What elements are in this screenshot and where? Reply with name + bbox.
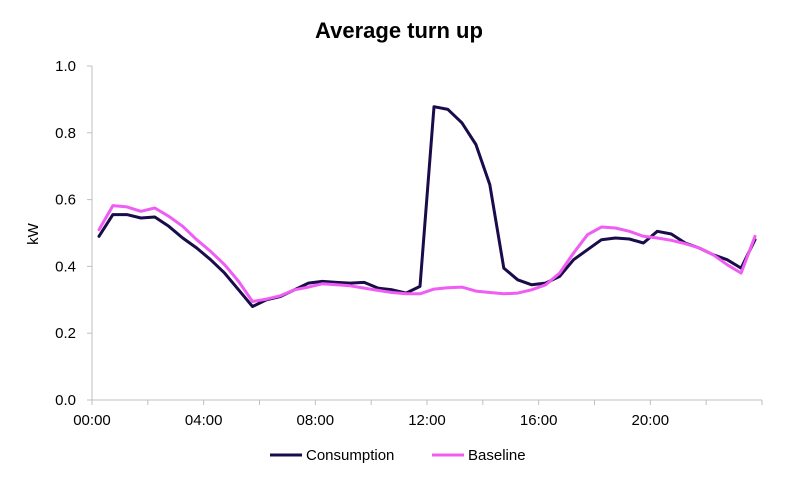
y-tick-label: 0.4 xyxy=(55,258,76,275)
x-axis: 00:00 04:00 08:00 12:00 16:00 20:00 xyxy=(73,399,763,429)
legend-label-consumption: Consumption xyxy=(306,447,394,464)
x-tick-label: 20:00 xyxy=(632,412,670,429)
y-tick-label: 0.6 xyxy=(55,192,76,209)
x-tick-label: 00:00 xyxy=(73,412,111,429)
x-tick-label: 16:00 xyxy=(520,412,558,429)
y-axis: 0.0 0.2 0.4 0.6 0.8 1.0 xyxy=(55,58,93,409)
y-axis-label: kW xyxy=(25,222,42,245)
series-line-consumption xyxy=(97,105,757,308)
y-tick-label: 0.0 xyxy=(55,392,76,409)
y-tick-label: 0.2 xyxy=(55,325,76,342)
legend: Consumption Baseline xyxy=(270,447,526,464)
x-tick-label: 04:00 xyxy=(185,412,223,429)
legend-label-baseline: Baseline xyxy=(468,447,526,464)
plot-lines xyxy=(97,105,757,308)
chart-title: Average turn up xyxy=(315,18,483,43)
x-tick-label: 12:00 xyxy=(408,412,446,429)
series-line-baseline xyxy=(97,204,757,303)
y-tick-label: 1.0 xyxy=(55,58,76,75)
y-tick-label: 0.8 xyxy=(55,125,76,142)
x-tick-label: 08:00 xyxy=(297,412,335,429)
